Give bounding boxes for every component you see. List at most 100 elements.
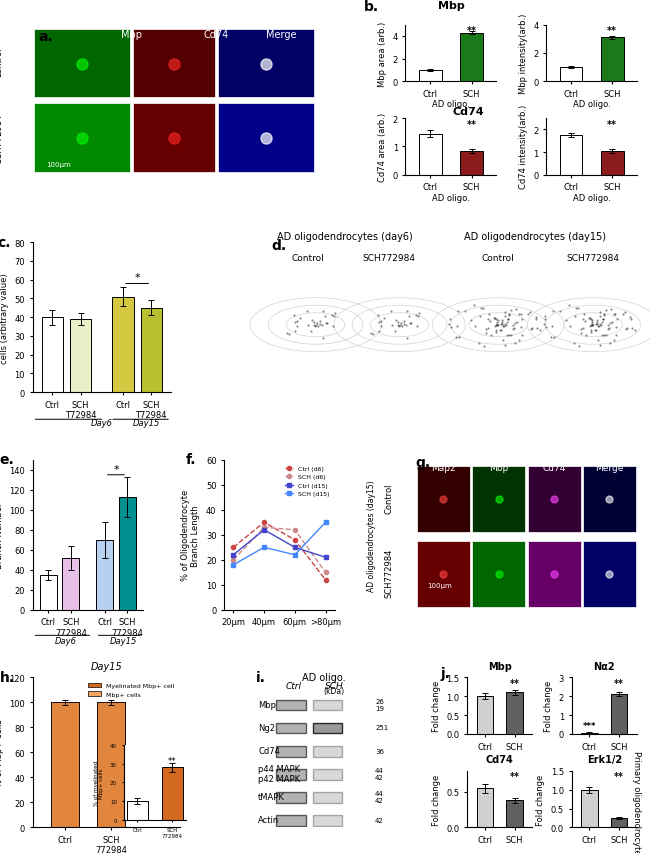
FancyBboxPatch shape — [313, 746, 343, 757]
Legend: Myelinated Mbp+ cell, Mbp+ cells: Myelinated Mbp+ cell, Mbp+ cells — [86, 681, 177, 699]
Text: **: ** — [467, 119, 476, 130]
Ctrl (d6) — [291, 535, 299, 545]
Title: Cd74: Cd74 — [486, 755, 514, 764]
Text: 42: 42 — [375, 817, 384, 823]
SCH (d15) — [322, 518, 330, 528]
Text: tMAPK: tMAPK — [258, 792, 285, 801]
FancyBboxPatch shape — [34, 30, 130, 97]
Text: Mbp: Mbp — [489, 463, 508, 473]
Text: 44
42: 44 42 — [375, 791, 384, 804]
Text: i.: i. — [255, 670, 265, 684]
Text: SCH: SCH — [325, 681, 344, 690]
Ctrl (d15) — [291, 543, 299, 553]
Text: e.: e. — [0, 453, 14, 467]
Title: Erk1/2: Erk1/2 — [587, 755, 622, 764]
FancyBboxPatch shape — [583, 467, 636, 532]
X-axis label: AD oligo.: AD oligo. — [432, 194, 470, 202]
FancyBboxPatch shape — [276, 746, 305, 757]
Bar — [40, 575, 57, 610]
FancyBboxPatch shape — [473, 467, 525, 532]
Text: Cd74: Cd74 — [204, 30, 229, 40]
FancyBboxPatch shape — [276, 815, 305, 826]
FancyBboxPatch shape — [313, 792, 343, 803]
Text: Cd74: Cd74 — [258, 746, 280, 755]
Text: Map2: Map2 — [431, 463, 456, 473]
Line: SCH (d15): SCH (d15) — [231, 520, 328, 567]
Text: h.: h. — [0, 670, 15, 684]
SCH (d15) — [229, 560, 237, 571]
Text: 251: 251 — [375, 724, 388, 730]
FancyBboxPatch shape — [133, 103, 215, 172]
FancyBboxPatch shape — [417, 467, 470, 532]
Bar — [97, 703, 125, 827]
Bar — [560, 136, 582, 176]
Text: SCH772984: SCH772984 — [362, 254, 415, 263]
Text: AD oligodendrocytes (day15): AD oligodendrocytes (day15) — [463, 232, 606, 242]
Ctrl (d15) — [229, 550, 237, 560]
Text: b.: b. — [364, 0, 379, 14]
Ctrl (d15) — [322, 553, 330, 563]
Bar — [601, 152, 623, 176]
Bar — [62, 558, 79, 610]
Ctrl (d6) — [322, 575, 330, 585]
FancyBboxPatch shape — [276, 700, 305, 711]
Text: **: ** — [607, 119, 618, 130]
Ctrl (d6) — [260, 518, 268, 528]
FancyBboxPatch shape — [34, 103, 130, 172]
SCH (d15) — [291, 550, 299, 560]
Text: *: * — [113, 464, 119, 474]
FancyBboxPatch shape — [276, 769, 305, 780]
Y-axis label: % of Cd74/Mbp-positive
cells (arbitrary value): % of Cd74/Mbp-positive cells (arbitrary … — [0, 268, 8, 368]
Title: Nα2: Nα2 — [593, 661, 615, 671]
Text: ***: *** — [582, 722, 596, 730]
Text: AD oligodendrocytes (day15): AD oligodendrocytes (day15) — [367, 479, 376, 591]
FancyBboxPatch shape — [276, 792, 305, 803]
FancyBboxPatch shape — [528, 467, 580, 532]
Y-axis label: Fold change: Fold change — [432, 774, 441, 825]
Text: Day6: Day6 — [91, 419, 112, 427]
FancyBboxPatch shape — [583, 541, 636, 607]
Text: 26
19: 26 19 — [375, 698, 384, 711]
Bar — [96, 540, 113, 610]
Text: Day15: Day15 — [133, 419, 160, 427]
FancyBboxPatch shape — [313, 700, 343, 711]
Bar — [506, 693, 523, 734]
Y-axis label: Cd74 intensity(arb.): Cd74 intensity(arb.) — [519, 105, 528, 189]
Text: Control: Control — [0, 48, 3, 78]
SCH (d6) — [260, 523, 268, 533]
Text: 36: 36 — [375, 748, 384, 754]
Y-axis label: Fold change: Fold change — [544, 680, 553, 731]
Y-axis label: Mbp intensity(arb.): Mbp intensity(arb.) — [519, 14, 528, 94]
Title: Mbp: Mbp — [488, 661, 512, 671]
Bar — [119, 497, 136, 610]
Text: Merge: Merge — [595, 463, 623, 473]
FancyBboxPatch shape — [313, 815, 343, 826]
Y-axis label: Fold change: Fold change — [536, 774, 545, 825]
Text: Mbp: Mbp — [258, 700, 276, 709]
Bar — [476, 788, 493, 827]
FancyBboxPatch shape — [417, 541, 470, 607]
Text: Day6: Day6 — [55, 636, 77, 645]
SCH (d6) — [322, 567, 330, 577]
Y-axis label: % of Mbp+ cells: % of Mbp+ cells — [0, 718, 3, 786]
Y-axis label: % of Oligodendrocyte
Branch Length: % of Oligodendrocyte Branch Length — [181, 490, 200, 581]
Text: 100μm: 100μm — [47, 161, 72, 167]
Text: g.: g. — [416, 456, 431, 470]
Bar — [460, 33, 483, 82]
Bar — [506, 801, 523, 827]
FancyBboxPatch shape — [133, 30, 215, 97]
SCH (d15) — [260, 543, 268, 553]
Text: d.: d. — [272, 238, 287, 252]
Text: **: ** — [614, 678, 624, 688]
Text: SCH772984: SCH772984 — [385, 548, 394, 597]
Y-axis label: Mbp area (arb.): Mbp area (arb.) — [378, 21, 387, 86]
Text: c.: c. — [0, 235, 11, 249]
Text: SCH772984: SCH772984 — [0, 113, 3, 163]
Text: **: ** — [510, 678, 519, 688]
Bar — [476, 696, 493, 734]
Text: Control: Control — [482, 254, 515, 263]
Bar — [42, 318, 63, 392]
SCH (d6) — [229, 555, 237, 566]
X-axis label: AD oligo.: AD oligo. — [432, 100, 470, 109]
Text: a.: a. — [38, 30, 53, 44]
